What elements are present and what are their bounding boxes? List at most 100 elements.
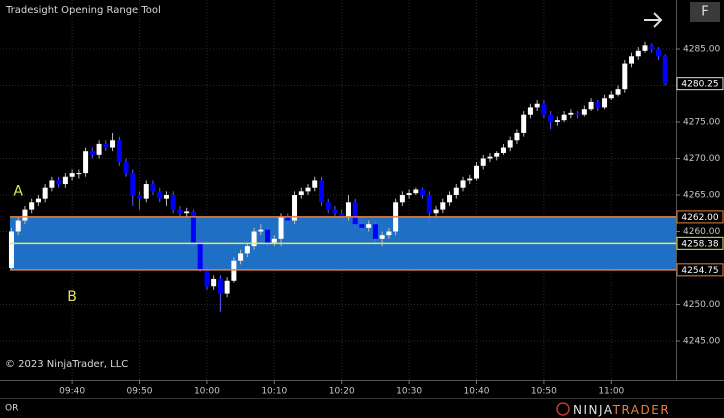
price-marker-label: 4262.00 bbox=[681, 213, 718, 223]
logo-left: NINJA bbox=[573, 403, 613, 417]
candle-body bbox=[110, 140, 116, 148]
candle-body bbox=[608, 94, 614, 99]
candle-body bbox=[15, 220, 21, 232]
candle-body bbox=[447, 195, 453, 203]
candle-body bbox=[184, 211, 190, 214]
candle-body bbox=[339, 213, 345, 217]
y-tick-label: 4265.00 bbox=[683, 191, 720, 201]
candle-body bbox=[35, 198, 41, 203]
price-marker-label: 4258.38 bbox=[681, 239, 718, 249]
candle-body bbox=[298, 191, 304, 196]
candle-body bbox=[62, 176, 68, 185]
candle-body bbox=[285, 216, 291, 221]
candle-body bbox=[42, 187, 48, 199]
candle-body bbox=[622, 63, 628, 90]
candle-body bbox=[265, 229, 271, 243]
arrow-icon[interactable] bbox=[644, 12, 663, 28]
grid bbox=[0, 0, 676, 380]
x-tick-label: 11:00 bbox=[598, 387, 624, 397]
y-tick-label: 4275.00 bbox=[683, 117, 720, 127]
candle-body bbox=[629, 56, 635, 64]
x-tick-label: 10:50 bbox=[531, 387, 557, 397]
corner-button-label[interactable]: F bbox=[701, 5, 708, 20]
price-marker-label: 4254.75 bbox=[681, 266, 718, 276]
candle-body bbox=[568, 112, 574, 115]
candle-body bbox=[399, 195, 405, 203]
candle-body bbox=[137, 195, 143, 199]
candle-body bbox=[157, 191, 163, 199]
candle-body bbox=[433, 209, 439, 214]
candle-body bbox=[406, 193, 412, 196]
y-tick-label: 4250.00 bbox=[683, 300, 720, 310]
x-tick-label: 10:20 bbox=[329, 387, 355, 397]
candle-body bbox=[325, 202, 331, 210]
copyright: © 2023 NinjaTrader, LLC bbox=[5, 359, 128, 370]
y-tick-label: 4270.00 bbox=[683, 154, 720, 164]
candle-body bbox=[662, 56, 668, 84]
last-price-marker bbox=[676, 77, 724, 91]
candle-body bbox=[420, 189, 426, 196]
y-tick-label: 4285.00 bbox=[683, 44, 720, 54]
candle-body bbox=[197, 242, 203, 270]
x-tick-label: 09:50 bbox=[127, 387, 153, 397]
y-tick-label: 4245.00 bbox=[683, 337, 720, 347]
candle-body bbox=[89, 151, 95, 155]
candle-body bbox=[150, 184, 156, 192]
candle-body bbox=[143, 184, 149, 199]
candle-body bbox=[318, 180, 324, 203]
candle-body bbox=[238, 253, 244, 261]
candle-body bbox=[96, 143, 102, 155]
candle-body bbox=[575, 112, 581, 115]
candle-body bbox=[655, 48, 661, 57]
price-marker bbox=[676, 210, 724, 224]
candle-body bbox=[83, 151, 89, 174]
candle-body bbox=[548, 114, 554, 122]
candle-body bbox=[211, 278, 217, 287]
candle-body bbox=[22, 209, 28, 221]
candle-body bbox=[116, 140, 122, 163]
annotation: B bbox=[67, 289, 77, 305]
candle-body bbox=[440, 202, 446, 210]
candle-body bbox=[8, 231, 14, 269]
candle-body bbox=[123, 162, 129, 174]
candle-body bbox=[56, 180, 62, 185]
x-tick-label: 10:10 bbox=[261, 387, 287, 397]
candle-body bbox=[190, 211, 196, 243]
candle-body bbox=[453, 187, 459, 196]
candle-body bbox=[103, 143, 109, 148]
x-tick-label: 10:40 bbox=[464, 387, 490, 397]
annotation: A bbox=[13, 183, 23, 199]
candle-body bbox=[29, 202, 35, 210]
logo-right: TRADER bbox=[612, 403, 671, 417]
candle-body bbox=[292, 195, 298, 221]
logo: NINJATRADER bbox=[556, 402, 670, 417]
x-tick-label: 10:00 bbox=[194, 387, 220, 397]
candle-body bbox=[514, 132, 520, 141]
candle-body bbox=[588, 101, 594, 110]
x-tick-label: 10:30 bbox=[396, 387, 422, 397]
price-marker bbox=[676, 236, 724, 250]
candle-body bbox=[507, 140, 513, 148]
candle-body bbox=[312, 180, 318, 188]
candle-body bbox=[305, 187, 311, 192]
chart-title: Tradesight Opening Range Tool bbox=[5, 5, 161, 16]
candle-body bbox=[332, 209, 338, 214]
price-marker bbox=[676, 263, 724, 277]
x-tick-label: 09:40 bbox=[59, 387, 85, 397]
candle-body bbox=[251, 231, 257, 247]
candle-body bbox=[352, 202, 358, 225]
candle-body bbox=[581, 109, 587, 115]
logo-text: NINJATRADER bbox=[573, 403, 670, 417]
candle-body bbox=[379, 235, 385, 239]
candle-body bbox=[500, 147, 506, 154]
candle-body bbox=[635, 50, 641, 57]
candle-body bbox=[527, 107, 533, 115]
candle-body bbox=[231, 260, 237, 281]
candle-body bbox=[130, 173, 136, 196]
candle-body bbox=[386, 231, 392, 236]
candle-body bbox=[258, 229, 264, 232]
corner-button[interactable] bbox=[690, 2, 720, 22]
panel-label: OR bbox=[5, 404, 18, 414]
candle-body bbox=[642, 45, 648, 51]
